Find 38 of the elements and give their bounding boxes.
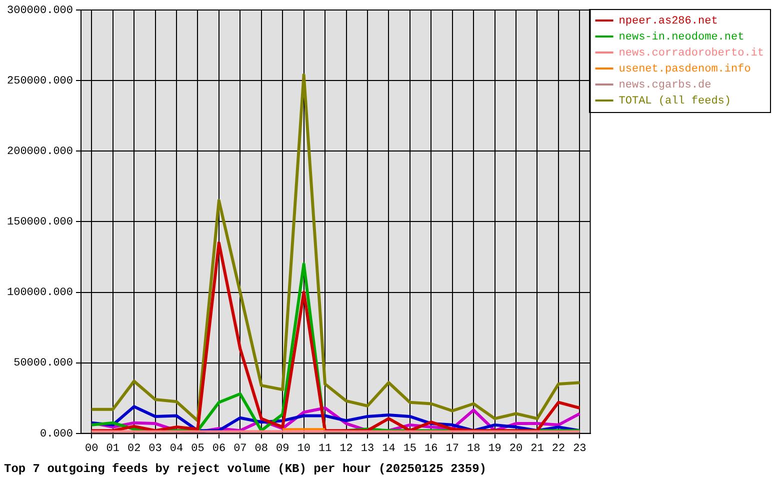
y-tick-label: 300000.000: [6, 4, 74, 17]
x-tick-label: 06: [212, 442, 226, 455]
x-tick-label: 01: [106, 442, 120, 455]
x-tick-label: 08: [254, 442, 268, 455]
y-tick-label: 200000.000: [6, 146, 74, 158]
x-tick-label: 14: [382, 442, 396, 455]
y-tick-label: 150000.000: [6, 216, 74, 229]
x-tick-label: 03: [148, 442, 162, 455]
x-tick-label: 20: [509, 442, 523, 455]
x-tick-label: 00: [85, 442, 98, 455]
legend-label: TOTAL (all feeds): [618, 95, 731, 108]
x-tick-label: 07: [234, 442, 247, 455]
x-tick-label: 13: [360, 442, 374, 455]
y-tick-label: 100000.000: [6, 287, 74, 300]
x-tick-label: 02: [127, 442, 141, 455]
x-tick-label: 12: [340, 442, 353, 455]
y-tick-label: 0.000: [40, 428, 74, 440]
x-tick-label: 15: [403, 442, 417, 455]
x-tick-label: 18: [466, 442, 480, 455]
x-tick-label: 05: [191, 442, 204, 455]
x-tick-label: 09: [276, 442, 290, 455]
x-tick-label: 04: [170, 442, 184, 455]
text: Top 7 outgoing feeds by reject volume (KB) per hour (20250125 2359): [4, 462, 486, 476]
x-tick-label: 19: [488, 442, 502, 455]
x-tick-label: 21: [530, 442, 544, 455]
y-tick-label: 250000.000: [6, 75, 74, 88]
y-tick-label: 50000.000: [14, 358, 74, 370]
legend-label: news-in.neodome.net: [618, 31, 744, 44]
x-tick-label: 17: [446, 442, 459, 455]
legend-label: usenet.pasdenom.info: [618, 63, 751, 76]
legend-label: news.corradoroberto.it: [618, 47, 764, 60]
legend-label: npeer.as286.net: [618, 15, 718, 28]
x-tick-label: 10: [297, 442, 310, 455]
x-tick-label: 22: [552, 442, 566, 455]
x-tick-label: 16: [424, 442, 438, 455]
x-tick-label: 23: [573, 442, 586, 455]
legend-label: news.cgarbs.de: [618, 79, 712, 92]
x-tick-label: 11: [318, 442, 332, 455]
